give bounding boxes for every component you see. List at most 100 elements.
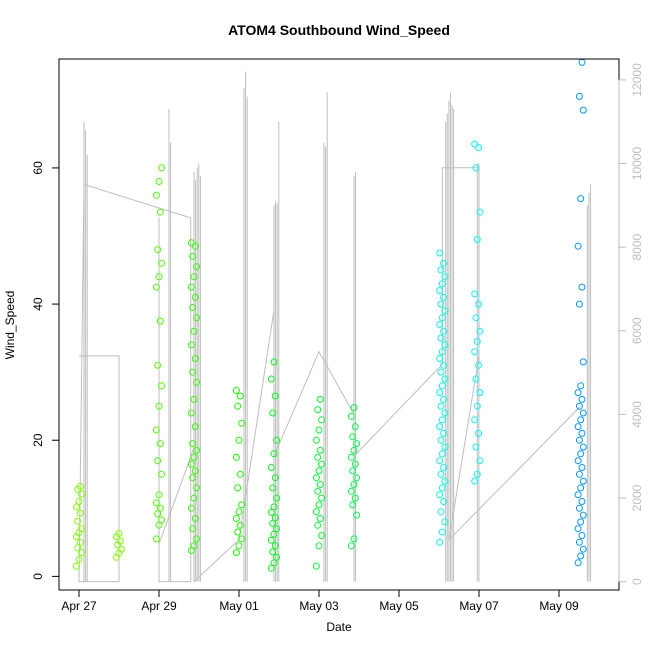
data-point <box>574 525 582 533</box>
data-point <box>476 327 484 335</box>
data-point <box>152 426 160 434</box>
data-point <box>269 409 277 417</box>
data-point <box>235 436 243 444</box>
data-point <box>574 559 582 567</box>
data-point <box>154 510 162 518</box>
data-point <box>438 348 446 356</box>
data-point <box>574 423 582 431</box>
data-point <box>440 395 448 403</box>
data-point <box>574 491 582 499</box>
chart-title: ATOM4 Southbound Wind_Speed <box>228 22 450 38</box>
data-point <box>350 481 358 488</box>
data-point <box>74 517 82 525</box>
data-point <box>118 545 126 553</box>
data-point <box>191 423 199 431</box>
data-point <box>577 416 585 424</box>
data-point <box>158 516 166 524</box>
data-point <box>353 511 361 519</box>
secondary-path <box>78 167 582 583</box>
data-point <box>353 474 361 482</box>
data-point <box>190 542 198 550</box>
data-point <box>271 392 279 400</box>
data-point <box>269 484 277 492</box>
data-point <box>312 508 320 516</box>
data-point <box>438 280 446 288</box>
data-point <box>72 503 80 511</box>
data-point <box>76 509 84 517</box>
data-point <box>267 564 275 572</box>
data-point <box>273 553 281 561</box>
data-point <box>156 208 164 216</box>
data-point <box>579 511 587 519</box>
y2-tick-label: 12000 <box>630 63 644 97</box>
x-tick-label: May 03 <box>299 599 339 613</box>
data-point <box>158 259 166 267</box>
data-point <box>437 508 445 516</box>
x-tick-label: May 05 <box>379 599 419 613</box>
data-point <box>575 300 583 308</box>
data-point <box>75 498 83 505</box>
data-point <box>579 358 587 366</box>
data-point <box>440 327 448 335</box>
data-point <box>316 515 324 522</box>
data-point <box>314 406 322 414</box>
data-point <box>476 389 484 397</box>
data-point <box>190 273 198 281</box>
data-point <box>438 528 446 536</box>
x-axis-label: Date <box>326 620 352 634</box>
y-tick-label: 20 <box>31 433 45 447</box>
data-point <box>156 440 164 448</box>
data-point <box>314 487 322 495</box>
data-point <box>189 525 197 533</box>
scatter-points <box>72 58 587 572</box>
data-point <box>238 535 246 543</box>
data-point <box>155 178 163 185</box>
data-point <box>436 491 444 499</box>
data-point <box>78 525 86 533</box>
data-point <box>579 106 587 114</box>
data-point <box>473 470 481 478</box>
y2-tick-label: 4000 <box>630 401 644 428</box>
data-point <box>471 348 479 356</box>
data-point <box>318 532 326 539</box>
data-point <box>476 457 484 465</box>
data-point <box>440 361 448 369</box>
secondary-path-line <box>78 167 582 583</box>
y-tick-label: 60 <box>31 161 45 175</box>
data-point <box>436 457 444 465</box>
y2-tick-label: 0 <box>630 578 644 585</box>
data-point <box>578 283 586 291</box>
data-point <box>234 402 242 410</box>
data-point <box>155 273 163 281</box>
data-point <box>234 528 242 536</box>
data-point <box>193 446 201 454</box>
data-point <box>578 532 586 539</box>
data-point <box>270 530 278 538</box>
data-point <box>579 409 587 417</box>
data-point <box>437 470 445 478</box>
data-point <box>156 317 164 325</box>
data-point <box>152 499 160 507</box>
data-point <box>437 300 445 308</box>
data-point <box>441 375 449 383</box>
data-point <box>190 494 198 502</box>
data-point <box>190 395 198 403</box>
data-point <box>436 249 444 257</box>
data-point <box>193 263 201 271</box>
data-point <box>441 341 449 349</box>
data-point <box>232 387 240 394</box>
data-point <box>316 481 324 488</box>
data-point <box>579 545 587 553</box>
data-point <box>347 487 355 495</box>
data-point <box>312 562 320 570</box>
data-point <box>189 368 197 376</box>
x-tick-label: May 01 <box>219 599 259 613</box>
data-point <box>232 515 240 522</box>
data-point <box>273 525 281 533</box>
data-point <box>475 361 483 369</box>
data-point <box>318 460 326 468</box>
data-point <box>438 314 446 322</box>
data-point <box>577 484 585 492</box>
data-point <box>436 287 444 294</box>
data-point <box>440 498 448 505</box>
